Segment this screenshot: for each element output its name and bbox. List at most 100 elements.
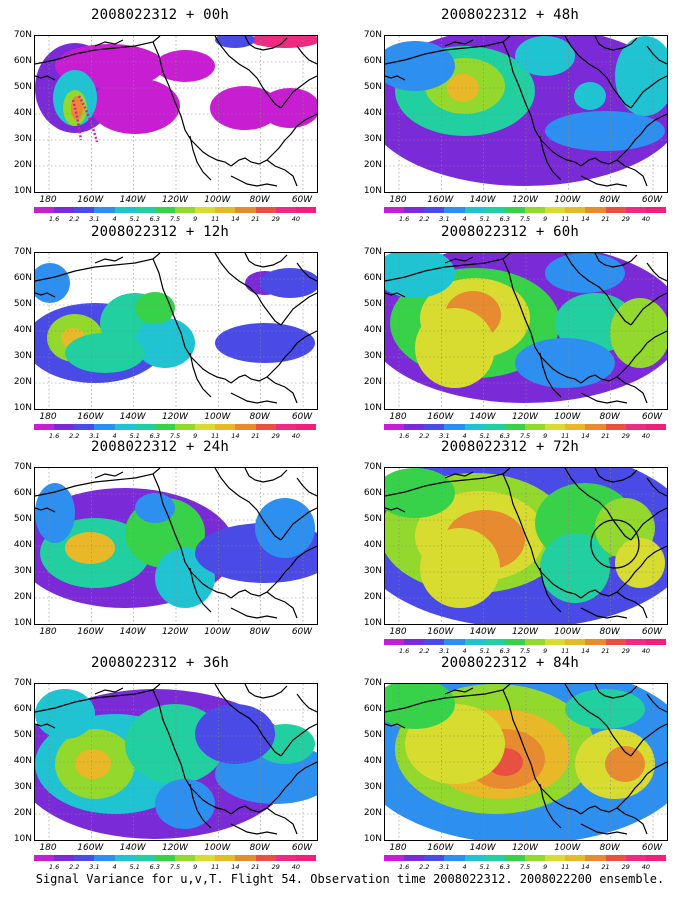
lon-tick-label: 80W — [599, 843, 620, 853]
lon-tick-label: 100W — [554, 195, 581, 205]
colorbar-label: 9 — [193, 863, 198, 871]
colorbar-swatch — [114, 424, 135, 430]
lat-tick-label: 10N — [363, 618, 382, 628]
lat-tick-label: 40N — [363, 540, 382, 550]
lon-tick-label: 160W — [77, 843, 104, 853]
lon-tick-label: 80W — [599, 195, 620, 205]
lat-tick-label: 10N — [13, 403, 32, 413]
colorbar-label: 11 — [561, 647, 570, 655]
colorbar-swatch — [625, 855, 646, 861]
lat-tick-label: 30N — [13, 134, 32, 144]
colorbar-swatch — [114, 855, 135, 861]
coastline — [152, 689, 232, 815]
variance-contour-region — [195, 704, 275, 764]
colorbar-label: 14 — [231, 215, 240, 223]
variance-contour-map — [385, 253, 667, 409]
colorbar-label: 1.6 — [398, 863, 410, 871]
lon-tick-label: 100W — [204, 412, 231, 422]
coastline — [539, 567, 562, 613]
colorbar-label: 14 — [231, 863, 240, 871]
lat-tick-label: 50N — [363, 514, 382, 524]
map-plot-area — [384, 252, 668, 410]
lat-tick-label: 20N — [13, 808, 32, 818]
coastline — [616, 159, 648, 187]
lat-tick-label: 50N — [13, 82, 32, 92]
panel-title: 2008022312 + 48h — [440, 7, 580, 23]
colorbar-label: 11 — [561, 432, 570, 440]
coastline — [564, 468, 632, 541]
coastline — [594, 253, 638, 268]
coastline — [266, 591, 298, 619]
colorbar-label: 29 — [621, 215, 630, 223]
colorbar-swatch — [565, 855, 586, 861]
lon-tick-label: 100W — [554, 843, 581, 853]
coastline — [280, 292, 317, 326]
colorbar-swatch — [504, 639, 525, 645]
lon-tick-label: 140W — [119, 627, 146, 637]
map-panel-p60: 2008022312 + 60h 70N 60N 50N 40N 30N 20N 10N 180… — [350, 222, 670, 440]
colorbar — [384, 207, 666, 213]
variance-contour-region — [65, 333, 145, 373]
lon-tick-label: 180 — [39, 627, 57, 637]
colorbar-swatch — [34, 855, 55, 861]
colorbar-label: 14 — [581, 432, 590, 440]
colorbar-label: 3.1 — [439, 863, 450, 871]
colorbar-label: 40 — [641, 432, 650, 440]
colorbar-swatch — [404, 639, 425, 645]
lat-tick-label: 30N — [363, 566, 382, 576]
coastline — [152, 41, 232, 167]
lat-tick-label: 20N — [363, 377, 382, 387]
colorbar-label: 21 — [251, 863, 260, 871]
coastline — [580, 607, 628, 619]
colorbar — [34, 855, 316, 861]
lon-tick-label: 160W — [77, 195, 104, 205]
lat-tick-label: 60N — [13, 488, 32, 498]
coastline — [385, 292, 406, 298]
colorbar-label: 9 — [543, 432, 548, 440]
colorbar-swatch — [94, 207, 115, 213]
colorbar-swatch — [424, 639, 445, 645]
colorbar-swatch — [625, 639, 646, 645]
lon-tick-label: 180 — [39, 843, 57, 853]
lon-tick-label: 100W — [554, 627, 581, 637]
colorbar-swatch — [235, 207, 256, 213]
colorbar-label: 21 — [601, 215, 610, 223]
colorbar-label: 11 — [211, 863, 220, 871]
map-panel-p72: 2008022312 + 72h 70N 60N 50N 40N 30N 20N 10N 180… — [350, 437, 670, 655]
coastline — [296, 477, 317, 497]
lat-tick-label: 20N — [363, 160, 382, 170]
map-panel-p12: 2008022312 + 12h 70N 60N 50N 40N 30N 20N 10N 180… — [0, 222, 320, 440]
lon-tick-label: 140W — [119, 412, 146, 422]
coastline — [580, 330, 667, 384]
colorbar-swatch — [524, 207, 546, 213]
colorbar-swatch — [484, 424, 505, 430]
colorbar-swatch — [295, 855, 316, 861]
coastline — [94, 687, 124, 695]
colorbar-swatch — [504, 855, 525, 861]
colorbar-label: 21 — [601, 432, 610, 440]
colorbar-swatch — [54, 424, 75, 430]
lat-tick-label: 10N — [363, 403, 382, 413]
colorbar-swatch — [444, 639, 465, 645]
colorbar-label: 4 — [462, 432, 467, 440]
colorbar-label: 7.5 — [519, 647, 531, 655]
lon-tick-label: 120W — [511, 843, 539, 853]
variance-contour-region — [540, 533, 610, 603]
colorbar-swatch — [154, 424, 175, 430]
lat-tick-label: 70N — [13, 678, 32, 688]
coastline — [230, 823, 278, 835]
map-panel-p84: 2008022312 + 84h 70N 60N 50N 40N 30N 20N 10N 180… — [350, 653, 670, 871]
colorbar-label: 21 — [601, 647, 610, 655]
colorbar-label: 7.5 — [169, 863, 181, 871]
colorbar-swatch — [545, 855, 566, 861]
highlight-circle — [590, 519, 640, 569]
colorbar-label: 29 — [621, 647, 630, 655]
colorbar-swatch — [54, 207, 75, 213]
colorbar-label: 6.3 — [499, 647, 511, 655]
lat-tick-label: 70N — [363, 30, 382, 40]
variance-contour-region — [605, 746, 645, 782]
colorbar-label: 7.5 — [519, 215, 531, 223]
colorbar-label: 4 — [462, 647, 467, 655]
coastline — [244, 684, 288, 699]
colorbar-label: 6.3 — [499, 215, 511, 223]
